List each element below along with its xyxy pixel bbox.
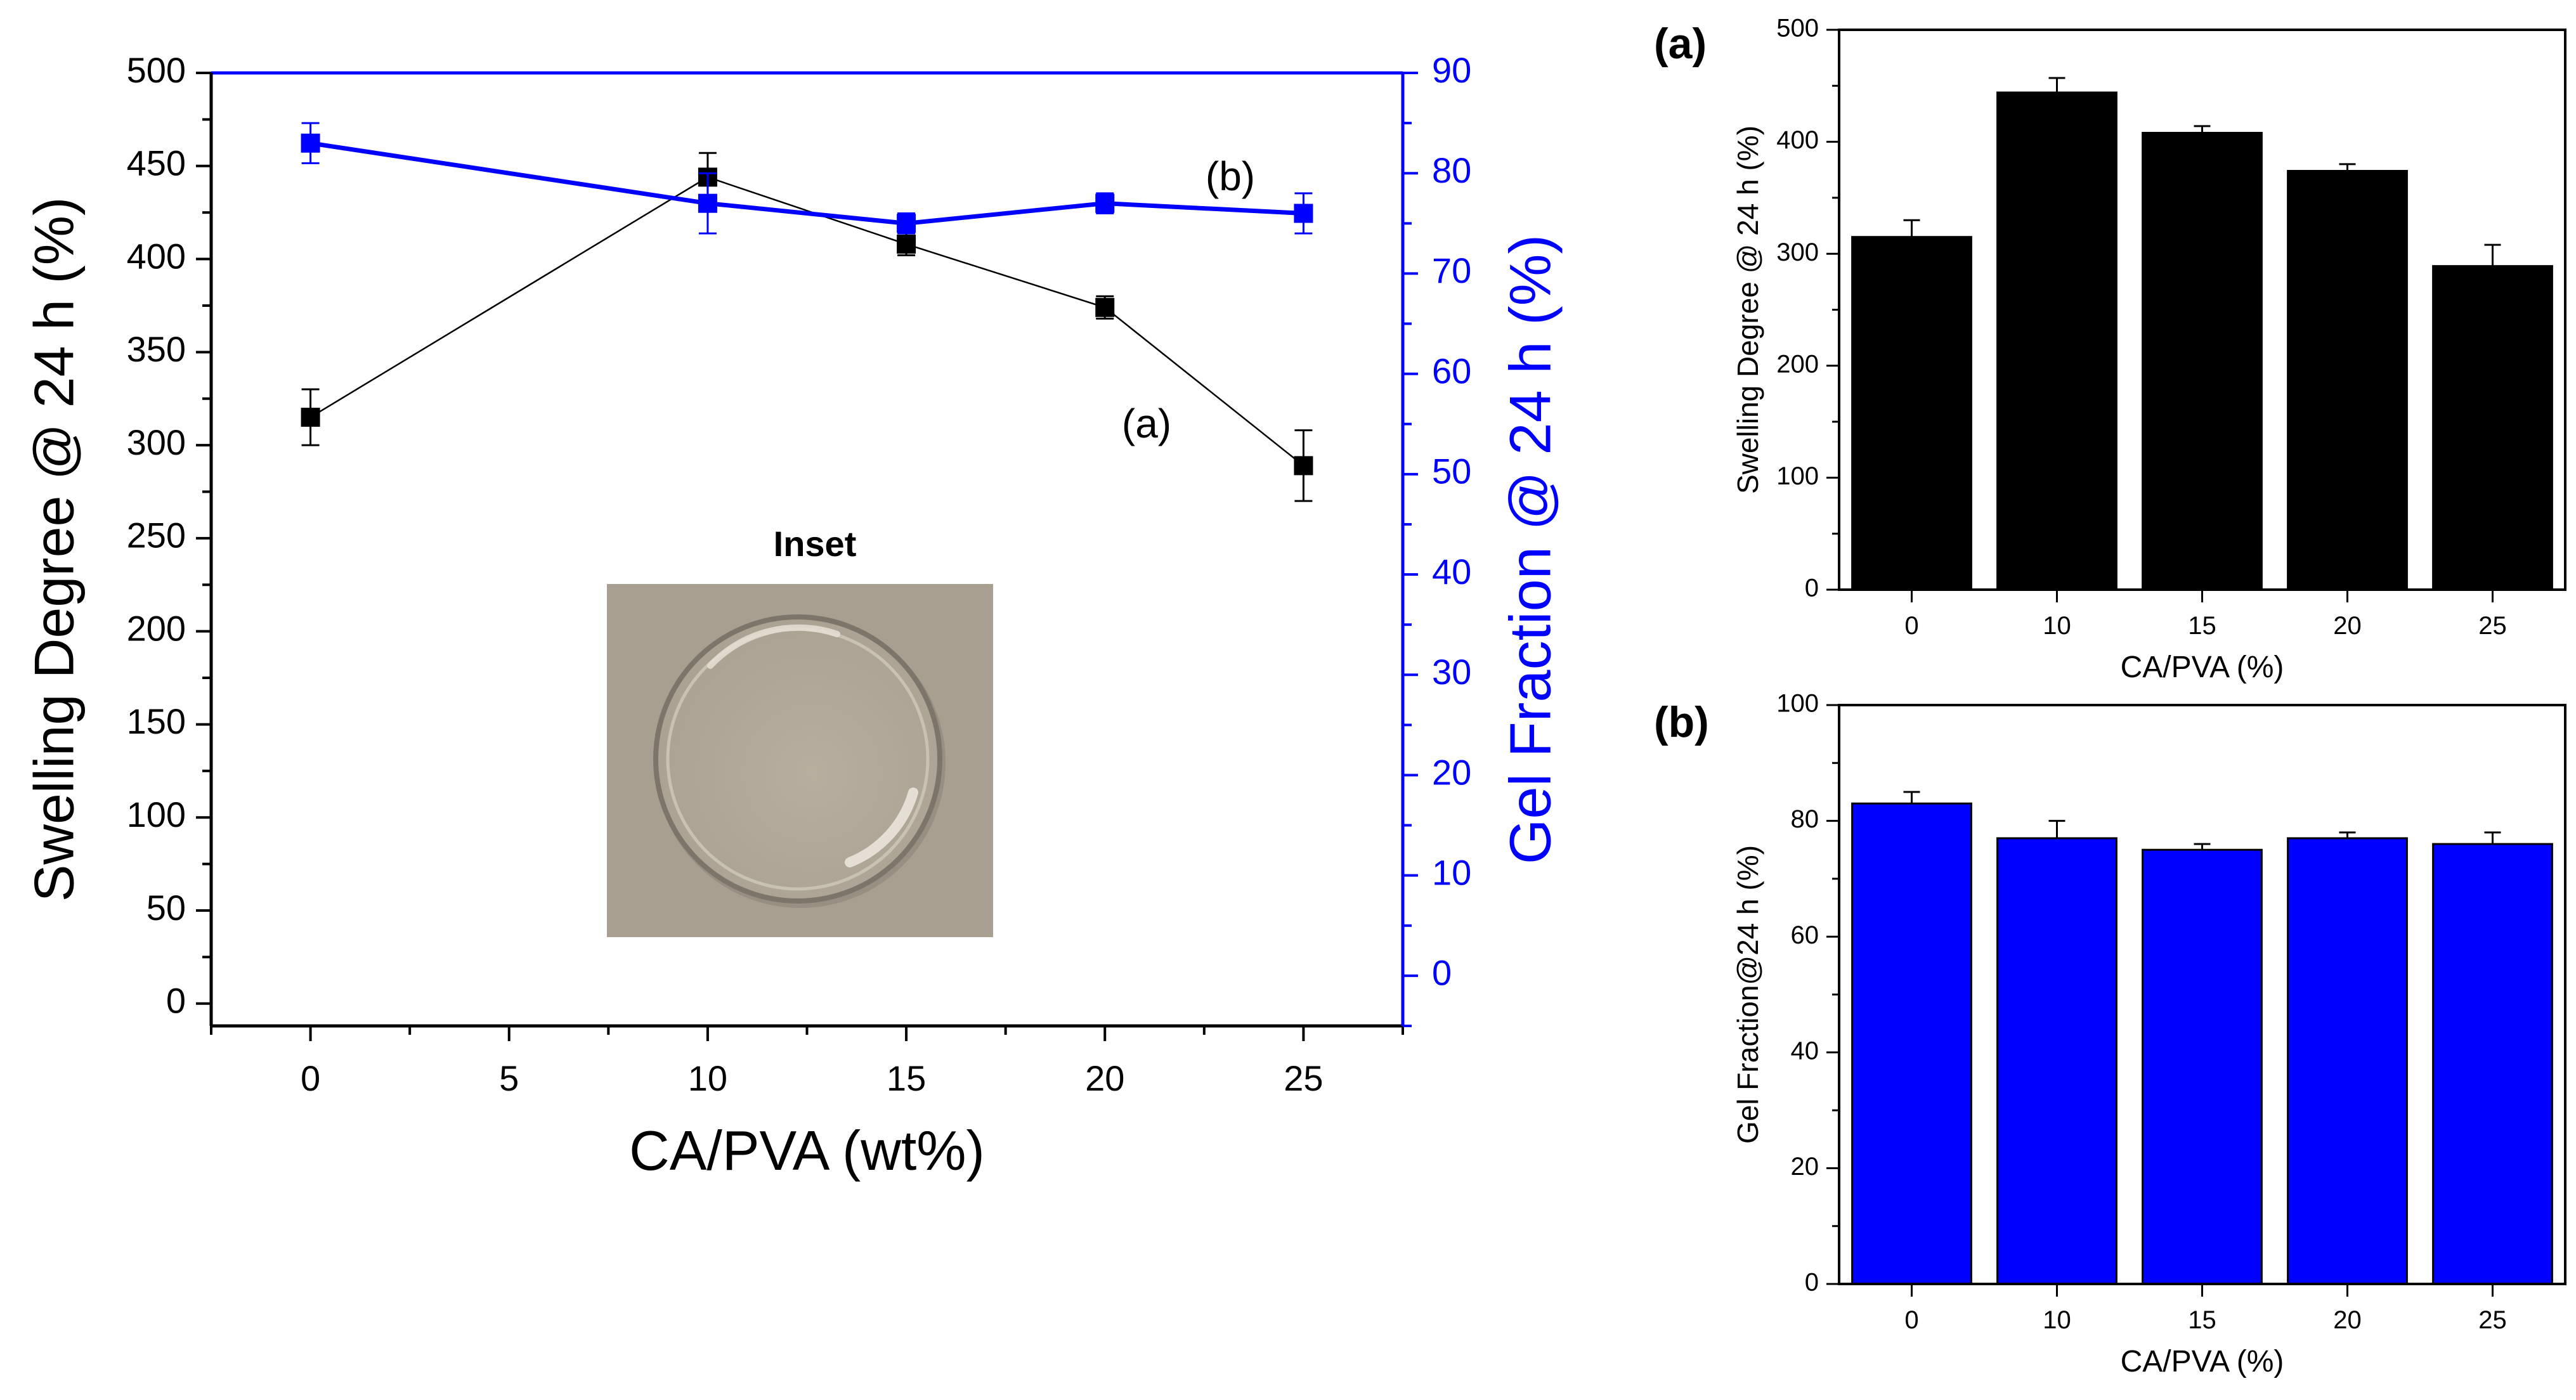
main-y-tick-label: 400 [127,236,186,276]
bar-25 [2432,265,2553,591]
inset-photo: Inset [607,524,993,937]
main-y-tick-label: 250 [127,515,186,555]
panel-label: (a) [1654,20,1707,68]
bar-y-tick-label: 60 [1791,921,1819,949]
bar-x-tick-label: 0 [1904,612,1918,640]
bar-y-tick-label: 300 [1776,238,1819,266]
main-y-tick-label: 300 [127,422,186,462]
annotation-a: (a) [1122,401,1171,446]
bar-y-tick-label: 100 [1776,690,1819,718]
main-x-tick-label: 15 [887,1058,926,1098]
bar-x-tick-label: 10 [2043,1306,2071,1334]
petri-dish [653,614,942,904]
main-y2-axis-label: Gel Fraction @ 24 h (%) [1498,235,1563,864]
main-y-tick-label: 450 [127,143,186,183]
data-point-marker [1095,193,1115,213]
main-y-tick-label: 50 [146,888,186,928]
main-x-tick-label: 20 [1085,1058,1124,1098]
bar-y-tick-label: 100 [1776,462,1819,490]
main-y2-tick-label: 30 [1432,652,1471,692]
main-y-tick-label: 150 [127,701,186,741]
bar-chart-gel-fraction: 0 20 40 60 80 100 0 10 15 20 25 CA/PVA (%) Gel Fract… [1654,690,2566,1378]
bar-y-tick-label: 0 [1805,1269,1819,1297]
bar-x-tick-label: 10 [2043,612,2071,640]
bar-x-tick-label: 20 [2333,612,2362,640]
data-point-marker [301,133,320,153]
bar-10 [1996,837,2117,1285]
bar-10 [1996,91,2117,591]
bar-y-axis-label: Gel Fraction@24 h (%) [1731,845,1764,1144]
bar-x-tick-label: 15 [2188,1306,2216,1334]
bar-x-tick-label: 20 [2333,1306,2362,1334]
bar-15 [2142,848,2263,1285]
main-y-axis-label: Swelling Degree @ 24 h (%) [22,197,85,902]
main-y-tick-label: 500 [127,50,186,90]
main-y2-tick-label: 10 [1432,852,1471,892]
main-y2-tick-label: 0 [1432,953,1452,993]
main-y-tick-label: 350 [127,329,186,369]
main-y2-tick-label: 80 [1432,150,1471,190]
series-line-gel-fraction [310,141,1304,226]
bar-y-tick-label: 80 [1791,805,1819,833]
bar-x-axis-label: CA/PVA (%) [2121,651,2284,684]
main-y2-tick-label: 20 [1432,752,1471,792]
bar-x-tick-label: 25 [2478,1306,2507,1334]
bar-25 [2432,843,2553,1285]
bar-y-tick-label: 500 [1776,15,1819,42]
main-x-tick-label: 10 [688,1058,727,1098]
bar-0 [1851,802,1972,1285]
main-y2-tick-label: 50 [1432,451,1471,491]
bar-20 [2287,170,2408,591]
main-x-tick-label: 5 [499,1058,519,1098]
bar-x-tick-label: 25 [2478,612,2507,640]
bar-x-tick-label: 0 [1904,1306,1918,1334]
bar-y-tick-label: 20 [1791,1153,1819,1181]
bar-15 [2142,131,2263,591]
data-point-marker [1294,204,1313,223]
bar-0 [1851,236,1972,591]
main-y-tick-label: 100 [127,794,186,834]
bar-y-axis-label: Swelling Degree @ 24 h (%) [1731,126,1764,494]
main-y-tick-label: 200 [127,608,186,648]
main-y-tick-label: 0 [166,981,186,1021]
data-point-marker [698,193,717,213]
bar-x-tick-label: 15 [2188,612,2216,640]
main-x-axis-label: CA/PVA (wt%) [629,1119,985,1182]
bar-y-tick-label: 40 [1791,1037,1819,1065]
petri-dish-glare [845,788,918,867]
panel-label: (b) [1654,698,1709,746]
bar-20 [2287,837,2408,1285]
main-y2-tick-label: 70 [1432,250,1471,290]
petri-dish-highlight [707,624,840,669]
bar-y-tick-label: 200 [1776,350,1819,378]
main-x-tick-label: 0 [301,1058,320,1098]
main-x-tick-label: 25 [1284,1058,1323,1098]
data-point-marker [1294,456,1313,476]
main-y2-tick-label: 60 [1432,351,1471,391]
main-y2-tick-label: 90 [1432,50,1471,90]
main-y2-tick-label: 40 [1432,552,1471,592]
data-point-marker [897,235,916,254]
data-point-marker [301,408,320,427]
bar-y-tick-label: 400 [1776,126,1819,154]
bar-y-tick-label: 0 [1805,574,1819,602]
main-dual-axis-chart: 0 5 10 15 20 25050100150200250300350400450500… [22,50,1563,1182]
data-point-marker [1095,297,1115,317]
bar-chart-swelling: 0 100 200 300 400 500 0 10 15 20 25 CA/PVA (%) Swell… [1654,15,2566,684]
annotation-b: (b) [1206,153,1255,199]
inset-label: Inset [774,524,857,564]
data-point-marker [897,214,916,233]
bar-x-axis-label: CA/PVA (%) [2121,1345,2284,1378]
